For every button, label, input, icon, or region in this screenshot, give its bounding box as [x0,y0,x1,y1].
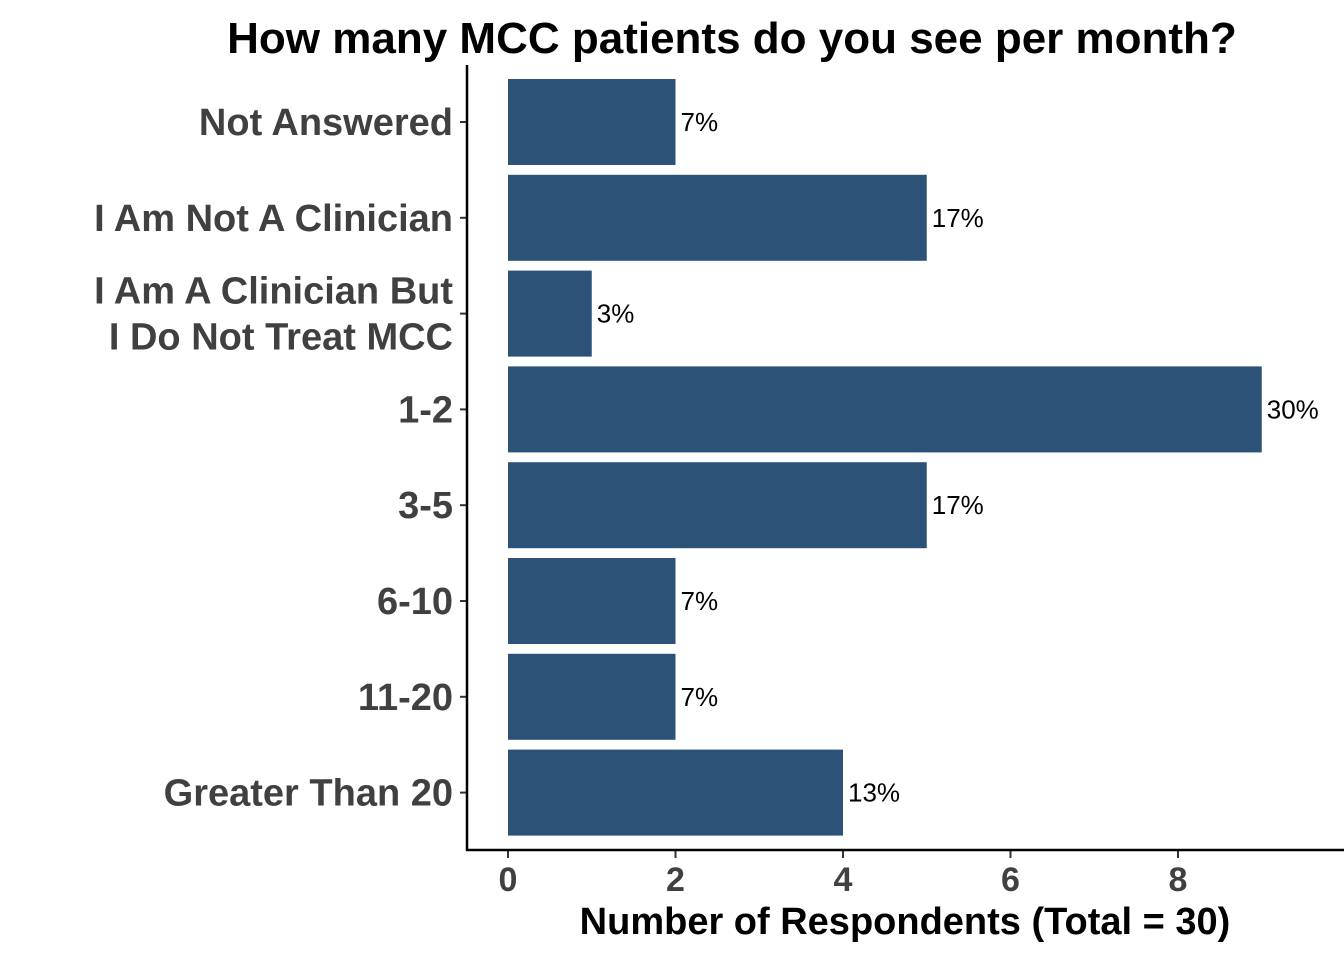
y-tick-label: 3-5 [398,485,453,527]
y-tick-label: 1-2 [398,389,453,431]
y-tick-label: I Am Not A Clinician [94,198,453,240]
x-tick-label: 4 [834,861,853,899]
bars-group: 7% 17% 3% 30% 17% 7% 7% 13% [508,79,1319,836]
bar [508,366,1262,453]
data-label: 17% [932,203,984,233]
x-tick-label: 2 [666,861,685,899]
data-label: 7% [681,107,719,137]
chart-title: How many MCC patients do you see per mon… [227,14,1237,63]
data-label: 30% [1267,394,1319,424]
x-tick-label: 8 [1169,861,1188,899]
x-axis-title: Number of Respondents (Total = 30) [580,901,1231,943]
y-tick-label: 6-10 [377,581,453,623]
x-tick-label: 0 [499,861,518,899]
x-tick-label: 6 [1001,861,1020,899]
bar [508,558,676,644]
data-label: 17% [932,490,984,520]
bar [508,653,676,740]
bar [508,462,927,549]
y-tick-label: I Do Not Treat MCC [109,317,453,359]
y-axis-labels: Not Answered I Am Not A Clinician I Am A C… [94,102,467,815]
x-axis: 0 2 4 6 8 [499,850,1188,899]
y-tick-label: I Am A Clinician But [94,271,453,313]
data-label: 3% [597,299,635,329]
y-tick-label: Greater Than 20 [164,773,453,815]
data-label: 7% [681,682,719,712]
y-tick-label: Not Answered [199,102,453,144]
bar [508,270,592,357]
bar [508,749,843,836]
bar [508,79,676,165]
bar [508,174,927,261]
y-tick-label: 11-20 [358,677,453,719]
data-label: 13% [848,778,900,808]
data-label: 7% [681,586,719,616]
